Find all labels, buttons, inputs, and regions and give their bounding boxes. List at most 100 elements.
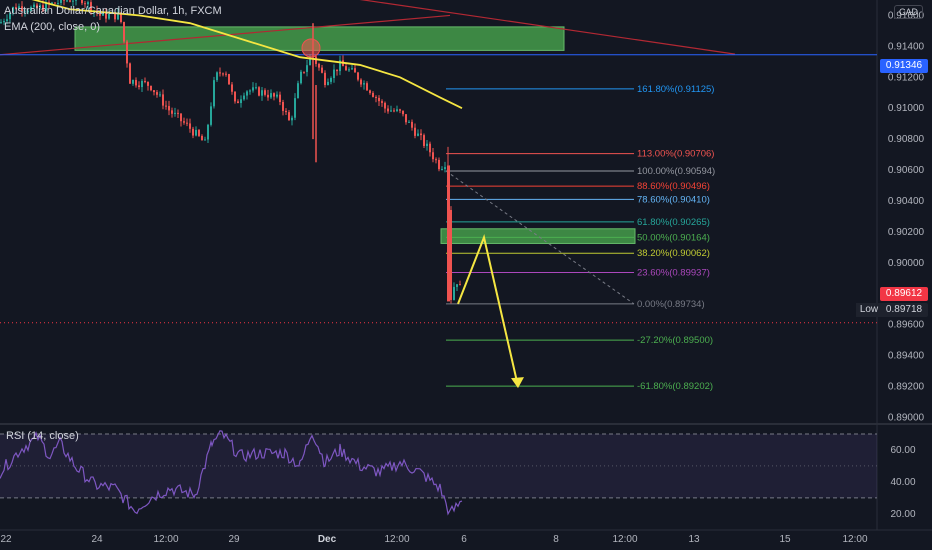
candle-body bbox=[84, 3, 86, 5]
candle-body bbox=[351, 68, 353, 70]
candle-body bbox=[435, 159, 437, 161]
candle-body bbox=[6, 19, 8, 22]
candle-body bbox=[156, 92, 158, 95]
y-tick-13: 0.89000 bbox=[888, 412, 925, 423]
candle-body bbox=[222, 73, 224, 75]
candle-body bbox=[9, 12, 11, 20]
low-label: Low bbox=[856, 303, 882, 317]
candle-body bbox=[315, 56, 317, 64]
candle-body bbox=[240, 99, 242, 104]
candle-body bbox=[63, 0, 65, 1]
candle-body bbox=[282, 102, 284, 111]
candle-body bbox=[189, 123, 191, 129]
candle-body bbox=[186, 122, 188, 124]
candle-body bbox=[360, 79, 362, 85]
candle-body bbox=[201, 135, 203, 141]
x-tick-2: 12:00 bbox=[153, 534, 178, 545]
candle-body bbox=[195, 129, 197, 136]
candle-body bbox=[255, 87, 257, 89]
candle-body bbox=[252, 87, 254, 91]
supply-zone-1 bbox=[440, 228, 636, 244]
candle-body bbox=[414, 127, 416, 136]
candle-body bbox=[117, 12, 119, 20]
candle-body bbox=[0, 22, 2, 24]
candle-body bbox=[57, 2, 59, 4]
candle-body bbox=[108, 13, 110, 19]
candle-body bbox=[306, 65, 308, 72]
candle-body bbox=[459, 284, 461, 286]
candle-body bbox=[453, 286, 455, 300]
candle-body bbox=[324, 72, 326, 86]
y-tick-8: 0.90000 bbox=[888, 258, 925, 269]
candle-body bbox=[225, 73, 227, 75]
candle-body bbox=[399, 109, 401, 111]
candle-body bbox=[180, 113, 182, 122]
candle-body bbox=[51, 2, 53, 4]
candle-body bbox=[261, 90, 263, 96]
x-tick-5: 12:00 bbox=[384, 534, 409, 545]
trendline-upper bbox=[359, 0, 736, 55]
candle-body bbox=[183, 121, 185, 123]
candle-body bbox=[30, 7, 32, 12]
candle-body bbox=[405, 114, 407, 123]
candle-body bbox=[426, 143, 428, 146]
candle-body bbox=[150, 85, 152, 91]
candle-body bbox=[192, 128, 194, 136]
candle-body bbox=[21, 6, 23, 12]
candle-body bbox=[354, 68, 356, 73]
candle-body bbox=[237, 101, 239, 104]
currency-button[interactable]: CAD bbox=[894, 5, 924, 19]
y-tick-4: 0.90800 bbox=[888, 134, 925, 145]
candle-body bbox=[348, 69, 350, 71]
x-tick-7: 8 bbox=[553, 534, 559, 545]
candle-body bbox=[177, 112, 179, 114]
x-tick-9: 13 bbox=[688, 534, 700, 545]
candle-body bbox=[432, 152, 434, 160]
candle-body bbox=[231, 84, 233, 92]
fib-label-10: -27.20%(0.89500) bbox=[637, 335, 713, 346]
candle-body bbox=[204, 139, 206, 141]
candle-body bbox=[273, 93, 275, 97]
projection-path bbox=[457, 234, 519, 387]
candle-body bbox=[15, 6, 17, 9]
rsi-y-tick-0: 60.00 bbox=[890, 445, 915, 456]
candle-body bbox=[90, 2, 92, 12]
candle-body bbox=[99, 13, 101, 16]
candle-body bbox=[450, 209, 452, 300]
candle-body bbox=[147, 81, 149, 86]
drop-candle bbox=[447, 165, 450, 302]
candle-body bbox=[345, 66, 347, 71]
candle-body bbox=[141, 80, 143, 88]
x-tick-3: 29 bbox=[228, 534, 240, 545]
last-price-tag: 0.89612 bbox=[880, 287, 928, 301]
candle-body bbox=[366, 83, 368, 91]
fib-label-2: 100.00%(0.90594) bbox=[637, 166, 715, 177]
candle-body bbox=[417, 133, 419, 136]
candle-body bbox=[234, 91, 236, 102]
candle-body bbox=[72, 0, 74, 2]
fib-label-11: -61.80%(0.89202) bbox=[637, 381, 713, 392]
candle-body bbox=[39, 5, 41, 9]
x-tick-6: 6 bbox=[461, 534, 467, 545]
x-tick-10: 15 bbox=[779, 534, 791, 545]
candle-body bbox=[243, 95, 245, 100]
candle-body bbox=[18, 6, 20, 9]
x-tick-11: 12:00 bbox=[842, 534, 867, 545]
candle-body bbox=[411, 121, 413, 128]
fib-label-9: 0.00%(0.89734) bbox=[637, 299, 705, 310]
rsi-line bbox=[0, 430, 463, 516]
candle-body bbox=[420, 133, 422, 136]
candle-body bbox=[309, 56, 311, 66]
candle-body bbox=[120, 12, 122, 23]
candle-body bbox=[387, 108, 389, 112]
candle-body bbox=[396, 109, 398, 112]
candle-body bbox=[357, 72, 359, 80]
candle-body bbox=[129, 63, 131, 84]
candle-body bbox=[24, 11, 26, 13]
candle-body bbox=[162, 94, 164, 106]
y-tick-10: 0.89600 bbox=[888, 320, 925, 331]
x-tick-0: 22 bbox=[0, 534, 12, 545]
arrow-head bbox=[511, 377, 524, 389]
candle-body bbox=[378, 97, 380, 102]
candle-body bbox=[291, 117, 293, 121]
